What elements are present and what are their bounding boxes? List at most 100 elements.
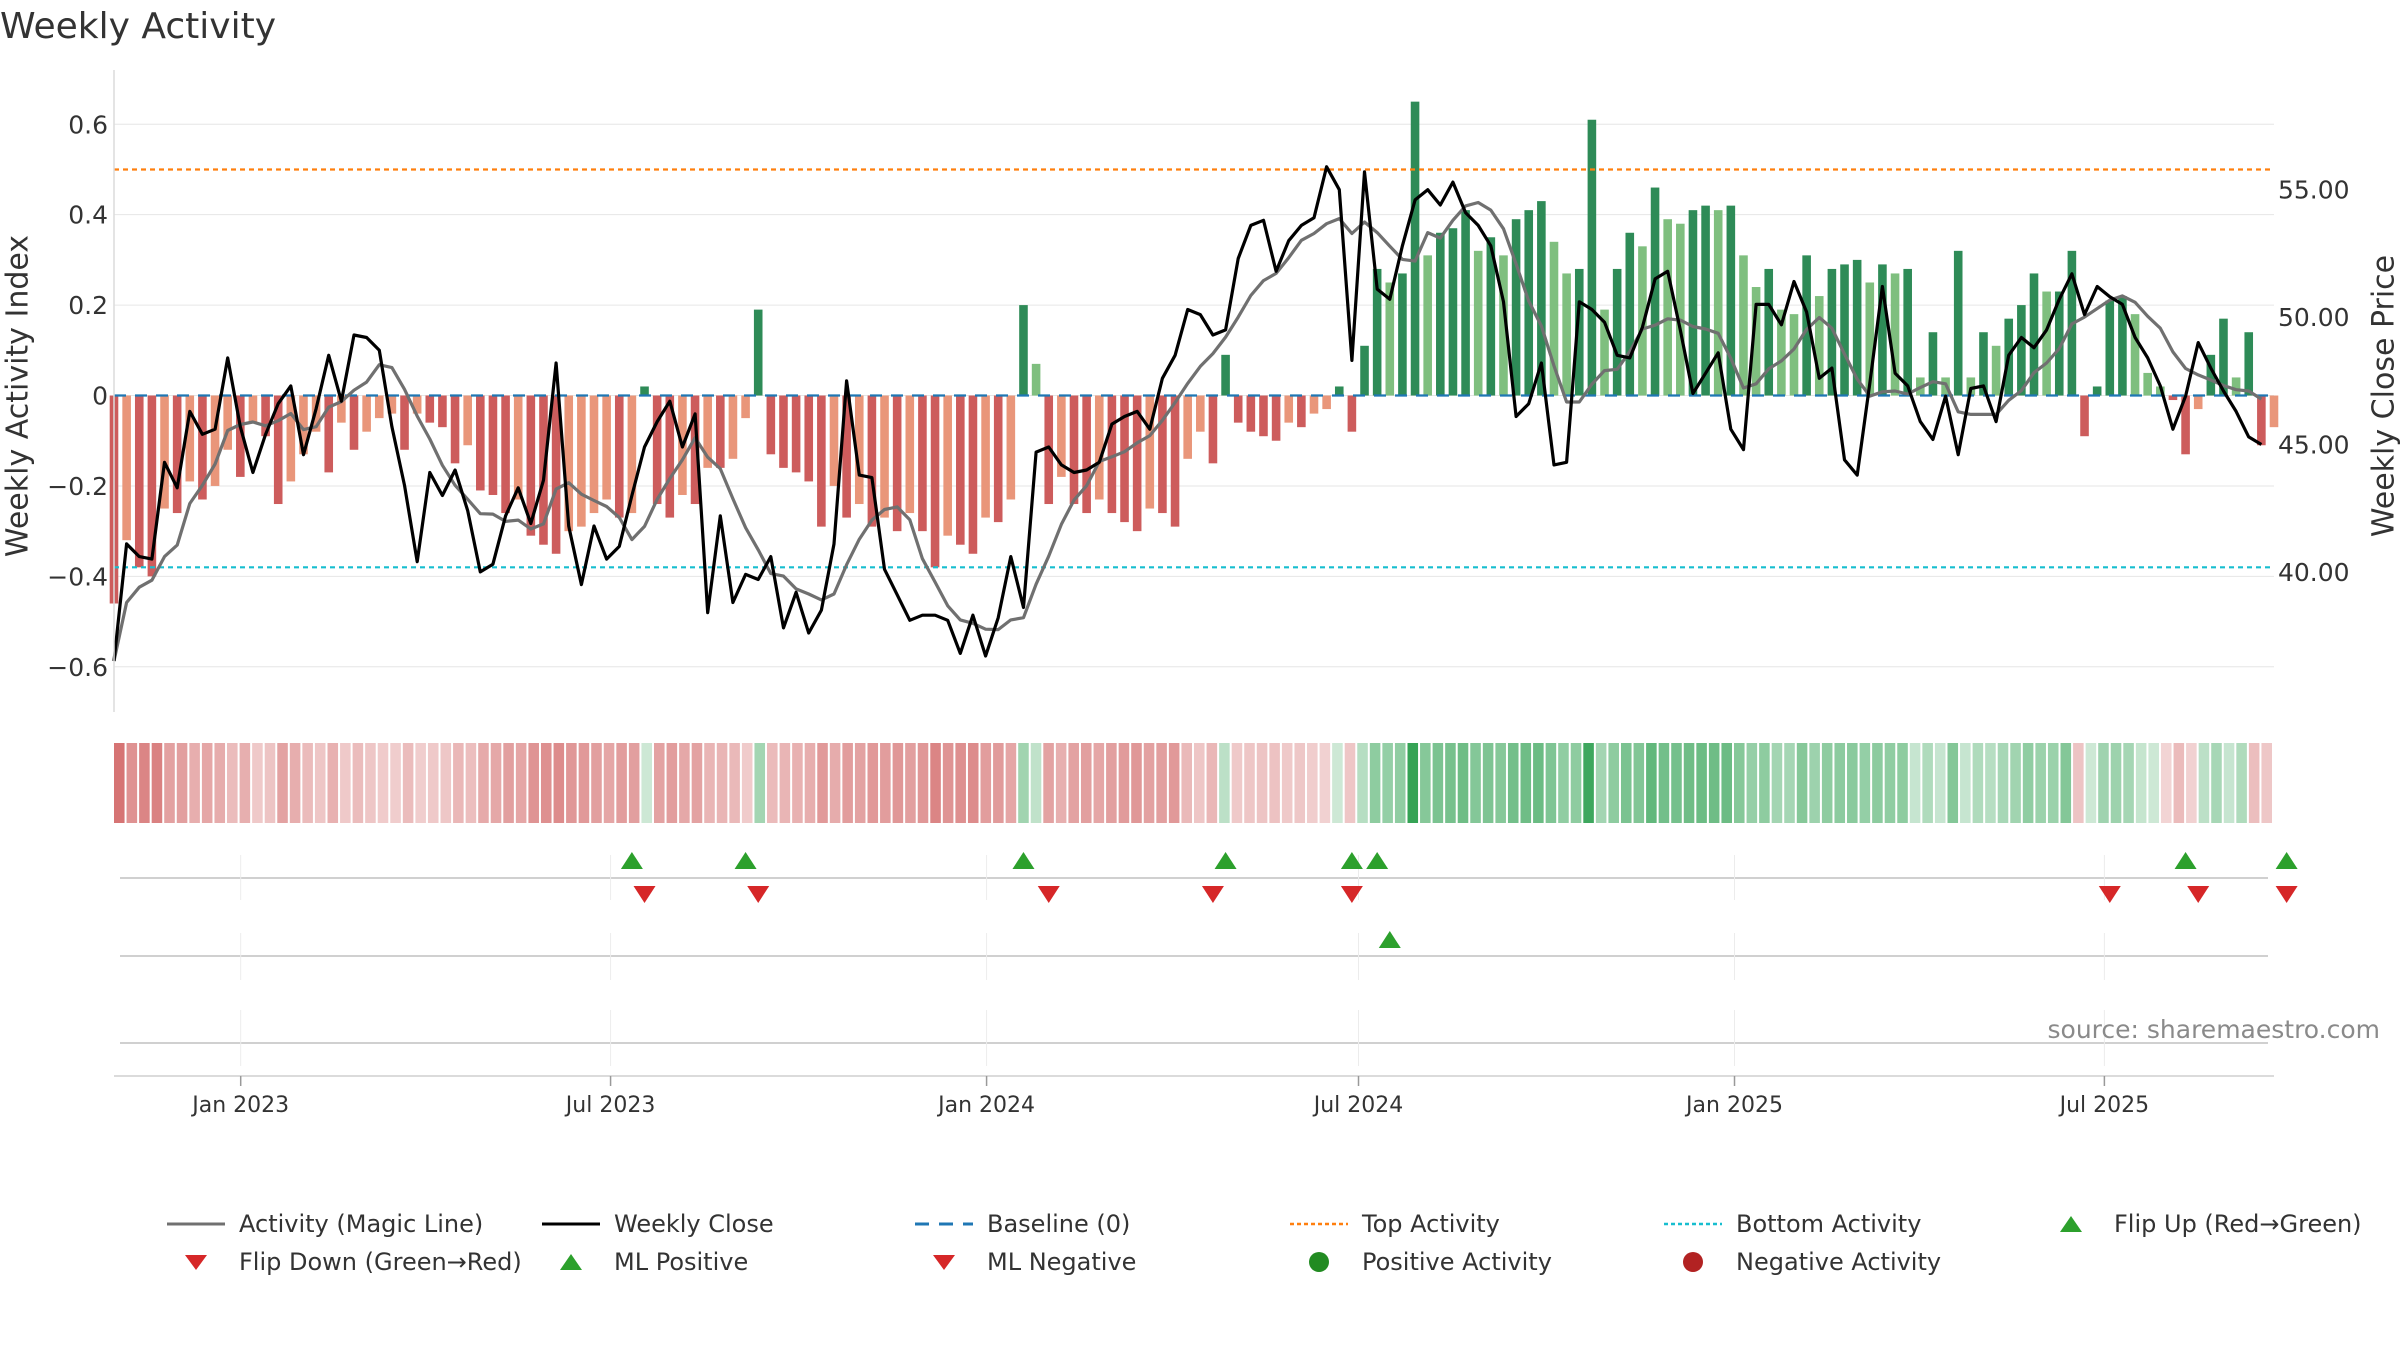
ml-positive-marker bbox=[1378, 931, 1401, 948]
heat-cell bbox=[427, 743, 439, 823]
heat-cell bbox=[1872, 743, 1883, 823]
activity-bar bbox=[2042, 291, 2051, 396]
activity-bar bbox=[1612, 268, 1622, 396]
heat-cell bbox=[1947, 743, 1959, 823]
activity-bar bbox=[1802, 255, 1811, 396]
activity-bar bbox=[842, 395, 851, 518]
heat-cell bbox=[1997, 743, 2009, 823]
heat-cell bbox=[515, 743, 527, 823]
weekly-close-line bbox=[112, 165, 2263, 662]
activity-bar bbox=[1777, 309, 1786, 396]
activity-bar bbox=[1663, 219, 1672, 396]
red-dot-icon bbox=[1683, 1252, 1703, 1272]
heat-cell bbox=[2098, 743, 2109, 823]
legend-label: Flip Down (Green→Red) bbox=[239, 1248, 522, 1276]
heat-cell bbox=[641, 743, 652, 823]
legend-label: ML Positive bbox=[614, 1248, 749, 1276]
activity-bar bbox=[412, 395, 422, 414]
activity-bar bbox=[1511, 219, 1521, 396]
heat-cell bbox=[2211, 743, 2222, 823]
heat-cell bbox=[314, 743, 326, 823]
heat-cell bbox=[616, 743, 627, 823]
heat-cell bbox=[578, 743, 590, 823]
heat-cell bbox=[1570, 743, 1582, 823]
y2-tick-label: 45.00 bbox=[2278, 431, 2350, 460]
heat-cell bbox=[892, 743, 904, 823]
activity-bar bbox=[425, 395, 435, 423]
activity-bar bbox=[1082, 395, 1091, 514]
heat-cell bbox=[415, 743, 426, 823]
x-tick-label: Jul 2023 bbox=[564, 1093, 656, 1118]
y2-tick-label: 40.00 bbox=[2278, 558, 2350, 587]
heat-cell bbox=[114, 743, 125, 823]
heat-cell bbox=[930, 743, 941, 823]
dotted-cyan-line-icon bbox=[1664, 1222, 1722, 1226]
heat-cell bbox=[1759, 743, 1770, 823]
heat-cell bbox=[2060, 743, 2072, 823]
activity-bar bbox=[741, 395, 750, 419]
activity-bar bbox=[1436, 232, 1445, 396]
activity-bar bbox=[1398, 273, 1407, 396]
heat-cell bbox=[867, 743, 879, 823]
activity-bar bbox=[665, 395, 675, 518]
activity-bar bbox=[1499, 255, 1508, 396]
x-tick-label: Jul 2025 bbox=[2058, 1093, 2150, 1118]
activity-bar bbox=[2118, 296, 2127, 396]
activity-bar bbox=[1840, 264, 1849, 396]
legend-item-flip-up: Flip Up (Red→Green) bbox=[2040, 1206, 2362, 1242]
activity-bar bbox=[652, 395, 662, 505]
heat-cell bbox=[2198, 743, 2210, 823]
legend-label: Weekly Close bbox=[614, 1210, 774, 1238]
activity-bar bbox=[2017, 305, 2026, 396]
x-tick-label: Jan 2023 bbox=[190, 1093, 289, 1118]
heat-cell bbox=[126, 743, 138, 823]
heat-cell bbox=[1470, 743, 1481, 823]
flip-down-marker bbox=[633, 886, 656, 903]
activity-bar bbox=[160, 395, 169, 509]
y2-axis-label: Weekly Close Price bbox=[2366, 254, 2400, 538]
heat-cell bbox=[1018, 743, 1029, 823]
activity-bar bbox=[2219, 318, 2228, 396]
heat-cell bbox=[1068, 743, 1079, 823]
green-triangle-up-icon bbox=[560, 1254, 582, 1270]
activity-bar bbox=[387, 395, 397, 414]
activity-bar bbox=[2054, 291, 2064, 396]
heat-cell bbox=[1533, 743, 1544, 823]
flip-up-marker bbox=[1340, 852, 1363, 869]
activity-bar bbox=[1979, 332, 1988, 396]
legend-item-ml-positive: ML Positive bbox=[540, 1244, 748, 1280]
activity-bar bbox=[2206, 354, 2216, 396]
heat-cell bbox=[352, 743, 364, 823]
activity-bar bbox=[286, 395, 296, 482]
heat-cell bbox=[792, 743, 803, 823]
heat-cell bbox=[1620, 743, 1632, 823]
heat-cell bbox=[365, 743, 376, 823]
activity-bar bbox=[122, 395, 131, 541]
activity-bar bbox=[614, 395, 624, 518]
source-credit: source: sharemaestro.com bbox=[2047, 1015, 2381, 1044]
activity-bar bbox=[1890, 273, 1900, 396]
legend-item-baseline: Baseline (0) bbox=[913, 1206, 1130, 1242]
activity-bar bbox=[236, 395, 245, 477]
activity-bar bbox=[1549, 241, 1559, 396]
heat-cell bbox=[1545, 743, 1557, 823]
activity-bar bbox=[1208, 395, 1218, 464]
activity-bar bbox=[791, 395, 801, 473]
heat-cell bbox=[1206, 743, 1218, 823]
heat-cell bbox=[490, 743, 502, 823]
heat-cell bbox=[854, 743, 866, 823]
activity-bar bbox=[627, 395, 637, 514]
heat-cell bbox=[553, 743, 565, 823]
activity-bar bbox=[1789, 314, 1799, 396]
heat-cell bbox=[566, 743, 577, 823]
activity-bar bbox=[1953, 250, 1963, 396]
flip-up-marker bbox=[1214, 852, 1237, 869]
heat-cell bbox=[628, 743, 640, 823]
activity-bar bbox=[2257, 395, 2266, 446]
y-tick-label: 0.4 bbox=[68, 201, 108, 230]
activity-bar bbox=[854, 395, 864, 505]
activity-bar bbox=[337, 395, 346, 423]
legend-label: ML Negative bbox=[987, 1248, 1137, 1276]
heat-cell bbox=[1168, 743, 1180, 823]
heat-cell bbox=[1005, 743, 1017, 823]
